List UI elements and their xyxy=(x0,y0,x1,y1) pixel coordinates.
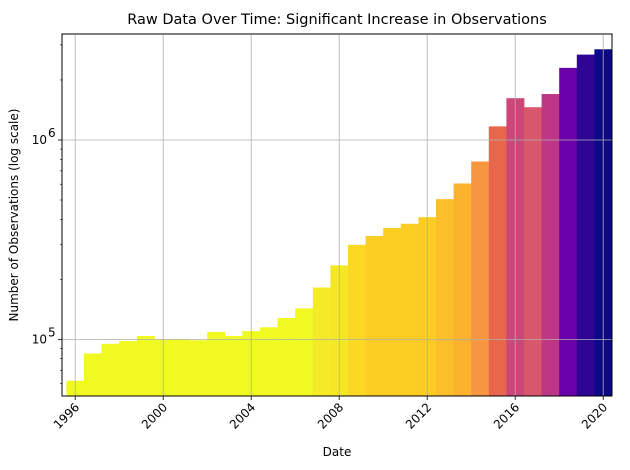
bar-23 xyxy=(471,161,490,396)
x-tick-label: 2012 xyxy=(403,400,434,431)
bar-8 xyxy=(207,331,226,396)
y-tick-label: 10 xyxy=(32,332,47,346)
bar-2 xyxy=(101,343,120,396)
bar-3 xyxy=(119,341,138,396)
bar-12 xyxy=(277,317,296,396)
y-tick-exponent: 6 xyxy=(48,126,56,140)
y-axis-title: Number of Observations (log scale) xyxy=(7,109,21,322)
plot-frame xyxy=(61,33,613,397)
bar-7 xyxy=(189,340,208,396)
bar-29 xyxy=(576,54,595,397)
bar-24 xyxy=(488,126,507,396)
bar-17 xyxy=(365,235,384,396)
x-axis-title: Date xyxy=(323,445,352,459)
bar-11 xyxy=(260,327,278,396)
bar-19 xyxy=(400,223,419,396)
bars xyxy=(66,49,613,397)
x-tick-label: 2004 xyxy=(227,400,258,431)
x-tick-label: 2020 xyxy=(579,400,610,431)
bar-13 xyxy=(295,308,314,396)
x-tick-label: 2008 xyxy=(315,400,346,431)
bar-21 xyxy=(436,199,454,396)
bar-6 xyxy=(172,339,190,396)
bar-26 xyxy=(524,107,542,396)
chart-title: Raw Data Over Time: Significant Increase… xyxy=(127,12,547,28)
bar-1 xyxy=(84,353,102,396)
bar-9 xyxy=(224,335,243,396)
x-tick-label: 2016 xyxy=(491,400,522,431)
bar-27 xyxy=(541,94,560,397)
x-tick-label: 1996 xyxy=(51,400,82,431)
x-tick-label: 2000 xyxy=(139,400,170,431)
bar-28 xyxy=(559,67,578,396)
bar-14 xyxy=(312,287,331,396)
bar-16 xyxy=(348,244,366,396)
bar-4 xyxy=(136,335,155,396)
gridlines xyxy=(62,34,612,396)
x-axis: 1996 2000 2004 2008 2012 2016 2020 xyxy=(51,396,610,432)
bar-18 xyxy=(383,227,402,396)
bar-22 xyxy=(453,183,472,396)
y-tick-label: 10 xyxy=(32,133,47,147)
y-tick-exponent: 5 xyxy=(48,325,56,339)
